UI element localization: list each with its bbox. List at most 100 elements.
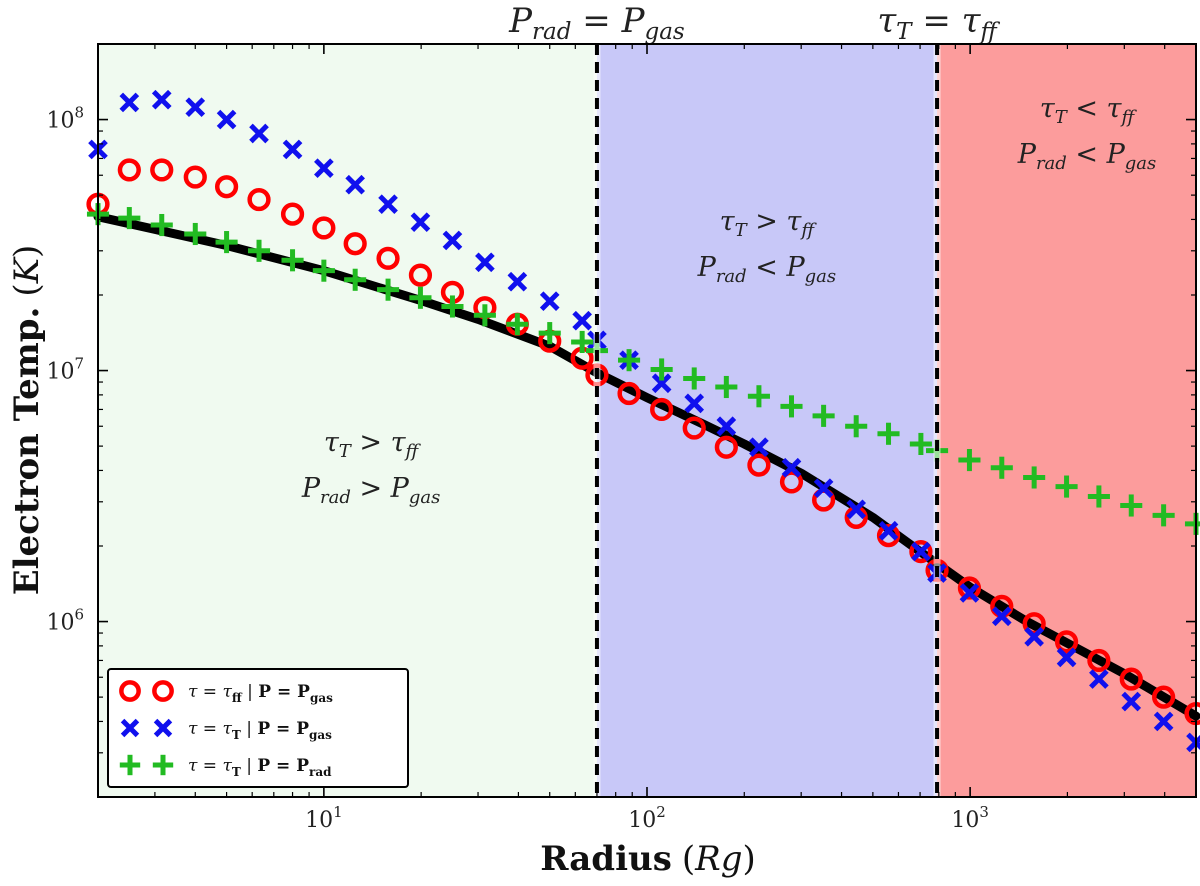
series-2-point: [911, 541, 931, 562]
series-2-point-stroke-b: [1056, 647, 1077, 668]
series-2-point: [716, 416, 737, 437]
series-3-point: [344, 268, 367, 291]
series-2-point-stroke-b: [410, 212, 431, 233]
legend-marker-1a: [119, 680, 141, 702]
series-2-point: [119, 92, 140, 113]
series-2-point-stroke-b: [959, 583, 980, 603]
series-3-point: [845, 415, 868, 438]
region-annotation-1-line2: Prad > Pgas: [301, 473, 441, 508]
series-2-point: [878, 520, 899, 541]
legend-label-3: τ = τT | P = Prad: [188, 756, 332, 779]
series-2-point-stroke-b: [1089, 669, 1109, 689]
series-2-point: [410, 212, 431, 233]
y-tick-label-2: 107: [46, 355, 84, 385]
series-1-point: [1054, 630, 1079, 654]
legend-marker-2b: [153, 718, 173, 738]
series-1-point: [650, 397, 674, 422]
series-2-point-stroke-b: [1153, 711, 1174, 732]
y-tick-label-1: 106: [46, 606, 84, 636]
legend-marker-2a: [120, 718, 140, 738]
series-2-point-stroke-b: [1024, 626, 1044, 647]
series-2-point-stroke-b: [151, 89, 172, 110]
series-3-point: [780, 395, 803, 418]
series-2-point-stroke-b: [119, 92, 140, 113]
series-3-point: [958, 449, 981, 472]
series-1-point: [876, 524, 901, 548]
legend-marker-2b-stroke-b: [153, 718, 173, 738]
region-annotation-3-line1: τT < τff: [1040, 93, 1138, 128]
series-3-point: [215, 231, 238, 254]
series-1-point: [183, 165, 207, 189]
series-2-point: [1024, 626, 1044, 647]
series-3-point: [1152, 504, 1175, 527]
series-3-point: [441, 295, 464, 318]
series-2-point-stroke-b: [216, 109, 237, 130]
series-2-point: [475, 252, 495, 273]
series-3-point: [909, 432, 932, 456]
legend-marker-1b: [152, 680, 174, 702]
series-2-point-stroke-b: [475, 252, 495, 273]
series-3-point: [812, 404, 835, 427]
series-2-point: [507, 271, 528, 292]
series-3-point: [715, 375, 738, 399]
series-2-point-stroke-b: [846, 499, 867, 520]
x-tick-label-3: 103: [951, 803, 989, 833]
series-1-point: [1087, 648, 1111, 673]
series-1-point: [617, 381, 641, 406]
series-2-point-stroke-b: [991, 606, 1012, 627]
legend-marker-3a: [119, 754, 141, 776]
boundary-label-2: τT = τff: [877, 1, 1000, 45]
series-2-point-stroke-b: [442, 230, 463, 251]
legend-label-2: τ = τT | P = Pgas: [188, 719, 332, 742]
series-2-point: [1153, 711, 1174, 732]
legend: τ = τff | P = Pgas τ = τT | P = Pgas τ = τ…: [107, 668, 409, 788]
boundary-label-1: Prad = Pgas: [508, 1, 685, 45]
series-1-point: [280, 202, 305, 226]
series-1-point: [150, 158, 174, 182]
legend-label-1: τ = τff | P = Pgas: [188, 682, 333, 705]
series-3-point: [506, 313, 529, 336]
data-series-group: [86, 89, 1200, 753]
series-2-point: [1121, 691, 1142, 712]
model-line: [93, 212, 1200, 721]
region-annotation-3-line2: Prad < Pgas: [1017, 139, 1157, 174]
series-2-point-stroke-b: [507, 271, 528, 292]
series-2-point: [959, 583, 980, 603]
series-2-point: [442, 230, 463, 251]
series-3-point: [990, 456, 1013, 479]
series-2-point-stroke-b: [185, 97, 206, 118]
series-3-point: [1023, 466, 1046, 489]
series-1-point: [1022, 612, 1046, 636]
series-2-point: [345, 174, 366, 195]
series-2: [88, 89, 1200, 753]
series-2-point-stroke-b: [911, 541, 931, 562]
series-2-point-stroke-b: [572, 310, 592, 331]
series-1-point: [117, 158, 141, 182]
series-2-point: [651, 373, 672, 394]
series-1-point: [779, 470, 804, 494]
x-tick-label-1: 101: [305, 803, 343, 833]
series-3-point: [877, 422, 900, 445]
series-1-point: [408, 263, 433, 287]
series-2-point-stroke-b: [314, 158, 334, 179]
series-3-point: [150, 213, 173, 237]
series-2-point: [813, 478, 834, 498]
series-2-point-stroke-b: [651, 373, 672, 394]
series-1-point: [343, 232, 367, 256]
region-annotation-2-line2: Prad < Pgas: [697, 252, 837, 287]
x-axis-title: Radius (Rg): [540, 839, 756, 879]
series-2-point: [1089, 669, 1109, 689]
series-3-point: [1120, 494, 1143, 517]
region-annotation-2-line1: τT > τff: [720, 206, 818, 241]
series-3-point: [409, 286, 432, 309]
x-tick-label-2: 102: [628, 803, 666, 833]
series-1-point: [909, 539, 933, 564]
region-annotation-1-line1: τT > τff: [324, 427, 422, 462]
series-2-point: [684, 393, 705, 414]
series-3-point: [377, 278, 400, 301]
series-2-point-stroke-b: [716, 416, 737, 437]
series-2-point-stroke-b: [781, 457, 802, 478]
series-3-point: [571, 330, 594, 354]
series-2-point: [991, 606, 1012, 627]
y-tick-label-3: 108: [46, 104, 84, 134]
